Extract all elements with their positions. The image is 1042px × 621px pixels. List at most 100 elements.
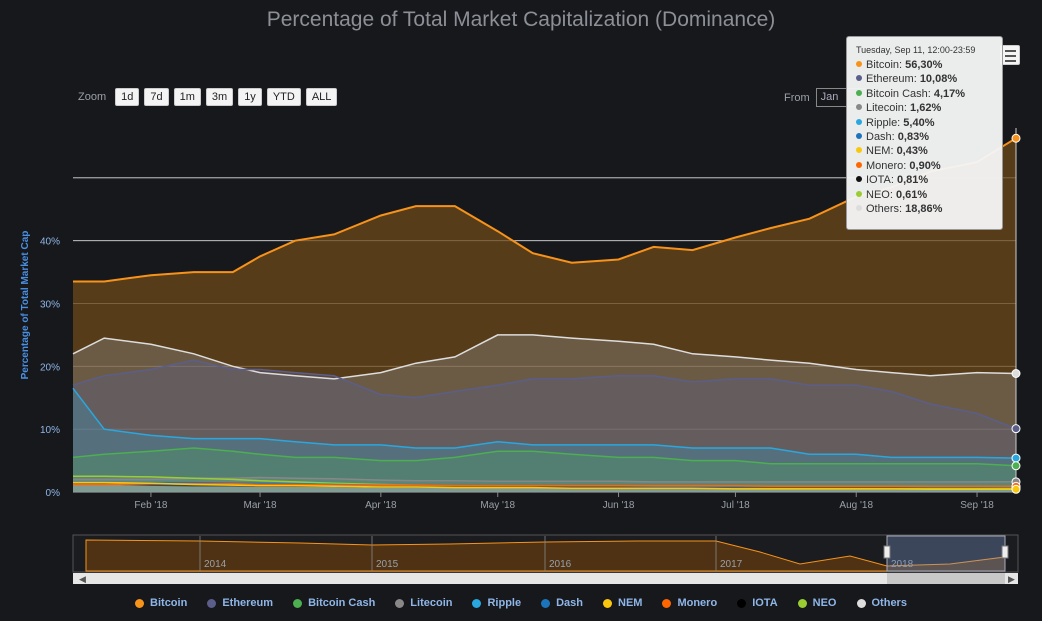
legend-item-iota[interactable]: IOTA [737, 597, 778, 609]
legend-swatch-icon [737, 598, 747, 608]
tooltip-row: Ripple: 5,40% [856, 116, 996, 130]
legend-item-ethereum[interactable]: Ethereum [207, 597, 273, 609]
series-dot-icon [856, 89, 862, 96]
legend-swatch-icon [603, 598, 612, 608]
navigator-label: 2016 [549, 559, 572, 570]
tooltip-row: Dash: 0,83% [856, 130, 996, 144]
legend-label: Dash [556, 597, 583, 609]
series-lines [72, 137, 1017, 491]
menu-icon[interactable] [1000, 45, 1020, 65]
tooltip-row: Litecoin: 1,62% [856, 101, 996, 115]
line-litecoin[interactable] [73, 476, 1017, 483]
legend-item-ripple[interactable]: Ripple [472, 597, 521, 609]
zoom-ytd-button[interactable]: YTD [266, 88, 301, 106]
zoom-3m-button[interactable]: 3m [205, 88, 234, 106]
zoom-1y-button[interactable]: 1y [238, 88, 262, 106]
series-dot-icon [856, 61, 862, 67]
series-dot-icon [856, 205, 862, 212]
from-label: From [784, 91, 810, 104]
y-axis-label: Percentage of Total Market Cap [20, 231, 31, 380]
tooltip-row: NEO: 0,61% [856, 188, 996, 202]
legend-label: NEM [618, 597, 643, 609]
scrollbar-thumb[interactable] [887, 573, 1005, 584]
x-axis: Feb '18 Mar '18 Apr '18 May '18 Jun '18 Jul '… [134, 492, 994, 511]
date-range: From Jan [784, 88, 866, 107]
series-dot-icon [856, 133, 862, 140]
legend-label: Others [871, 597, 907, 609]
line-monero[interactable] [73, 483, 1016, 488]
x-tick-label: Mar '18 [244, 500, 277, 511]
legend-label: Ethereum [222, 597, 274, 609]
navigator-left-handle[interactable] [883, 545, 891, 559]
legend-item-nem[interactable]: NEM [603, 597, 642, 609]
legend-label: Monero [677, 597, 718, 609]
series-dot-icon [856, 176, 862, 183]
tooltip: Tuesday, Sep 11, 12:00-23:59 Bitcoin: 56… [846, 36, 1003, 230]
scroll-right-icon[interactable]: ▶ [1008, 574, 1015, 584]
legend-swatch-icon [541, 598, 551, 608]
tooltip-series-value: 0,61% [895, 188, 928, 201]
legend-item-litecoin[interactable]: Litecoin [395, 597, 452, 609]
area-bitcoin-cash [73, 448, 1016, 492]
tooltip-series-value: 18,86% [905, 203, 943, 216]
line-nem[interactable] [73, 481, 1017, 491]
tooltip-row: Bitcoin: 56,30% [856, 58, 996, 72]
navigator-label: 2018 [891, 559, 914, 570]
legend-item-others[interactable]: Others [856, 597, 907, 609]
tooltip-series-name: Ripple: [866, 116, 904, 129]
zoom-1m-button[interactable]: 1m [173, 88, 201, 106]
legend-label: IOTA [752, 597, 778, 609]
tooltip-series-value: 0,90% [909, 159, 941, 172]
line-ethereum[interactable] [72, 359, 1017, 430]
series-dot-icon [856, 118, 862, 125]
legend-item-monero[interactable]: Monero [662, 597, 717, 609]
area-ripple [73, 388, 1016, 492]
legend-label: Bitcoin Cash [308, 597, 376, 609]
legend-label: NEO [812, 597, 837, 609]
tooltip-series-name: NEO: [866, 188, 896, 201]
legend: Bitcoin Ethereum Bitcoin Cash Litecoin Rippl… [0, 597, 1042, 609]
tooltip-series-name: Litecoin: [866, 102, 911, 115]
line-others[interactable] [72, 334, 1017, 380]
tooltip-row: Monero: 0,90% [856, 159, 996, 173]
marker-nem [1011, 484, 1021, 494]
y-tick-label: 30% [40, 300, 60, 311]
tooltip-row: Others: 18,86% [856, 202, 996, 216]
navigator-selection[interactable] [886, 535, 1006, 572]
scroll-left-icon[interactable]: ◀ [79, 574, 86, 584]
tooltip-row: Ethereum: 10,08% [856, 72, 996, 86]
zoom-all-button[interactable]: ALL [305, 88, 338, 106]
tooltip-row: IOTA: 0,81% [856, 173, 996, 187]
line-ripple[interactable] [72, 387, 1017, 459]
y-tick-label: 0% [46, 488, 61, 499]
legend-item-bitcoin-cash[interactable]: Bitcoin Cash [293, 597, 375, 609]
series-dot-icon [856, 190, 862, 197]
navigator-right-handle[interactable] [1001, 545, 1009, 559]
series-dot-icon [856, 147, 862, 154]
scrollbar-track[interactable] [73, 573, 1018, 584]
tooltip-series-value: 4,17% [933, 87, 966, 100]
navigator-label: 2014 [204, 559, 227, 570]
y-tick-label: 40% [40, 237, 60, 248]
marker-ethereum [1011, 424, 1021, 434]
zoom-1d-button[interactable]: 1d [115, 88, 140, 106]
legend-item-bitcoin[interactable]: Bitcoin [135, 597, 187, 609]
zoom-7d-button[interactable]: 7d [144, 88, 169, 106]
y-tick-label: 20% [40, 362, 60, 373]
legend-label: Ripple [487, 597, 522, 609]
tooltip-series-name: NEM: [866, 145, 897, 158]
series-dot-icon [856, 75, 862, 82]
x-tick-label: Jun '18 [603, 500, 635, 511]
line-bitcoin-cash[interactable] [72, 447, 1017, 467]
tooltip-row: Bitcoin Cash: 4,17% [856, 87, 996, 101]
tooltip-series-name: Dash: [866, 131, 898, 144]
legend-label: Litecoin [410, 597, 453, 609]
legend-swatch-icon [797, 598, 807, 608]
zoom-controls: Zoom 1d 7d 1m 3m 1y YTD ALL [78, 88, 338, 106]
legend-swatch-icon [293, 598, 303, 608]
legend-item-neo[interactable]: NEO [797, 597, 837, 609]
tooltip-series-name: IOTA: [866, 174, 897, 187]
area-ethereum [73, 360, 1016, 492]
legend-item-dash[interactable]: Dash [541, 597, 583, 609]
